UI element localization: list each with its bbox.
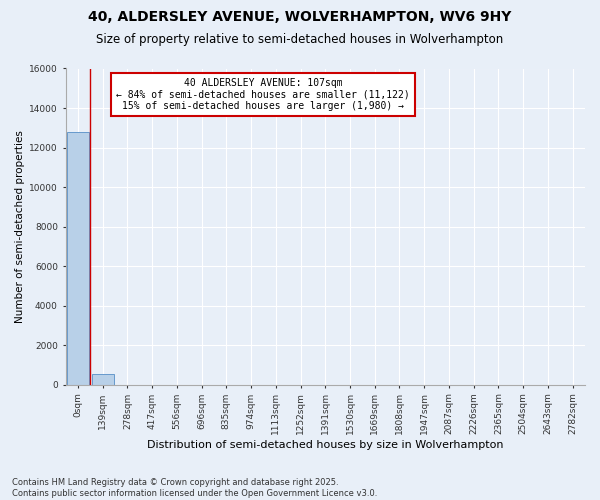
Bar [92, 374, 114, 384]
X-axis label: Distribution of semi-detached houses by size in Wolverhampton: Distribution of semi-detached houses by … [147, 440, 503, 450]
Text: Contains HM Land Registry data © Crown copyright and database right 2025.
Contai: Contains HM Land Registry data © Crown c… [12, 478, 377, 498]
Text: 40 ALDERSLEY AVENUE: 107sqm
← 84% of semi-detached houses are smaller (11,122)
1: 40 ALDERSLEY AVENUE: 107sqm ← 84% of sem… [116, 78, 410, 111]
Text: Size of property relative to semi-detached houses in Wolverhampton: Size of property relative to semi-detach… [97, 32, 503, 46]
Bar [67, 132, 89, 384]
Y-axis label: Number of semi-detached properties: Number of semi-detached properties [15, 130, 25, 323]
Text: 40, ALDERSLEY AVENUE, WOLVERHAMPTON, WV6 9HY: 40, ALDERSLEY AVENUE, WOLVERHAMPTON, WV6… [88, 10, 512, 24]
